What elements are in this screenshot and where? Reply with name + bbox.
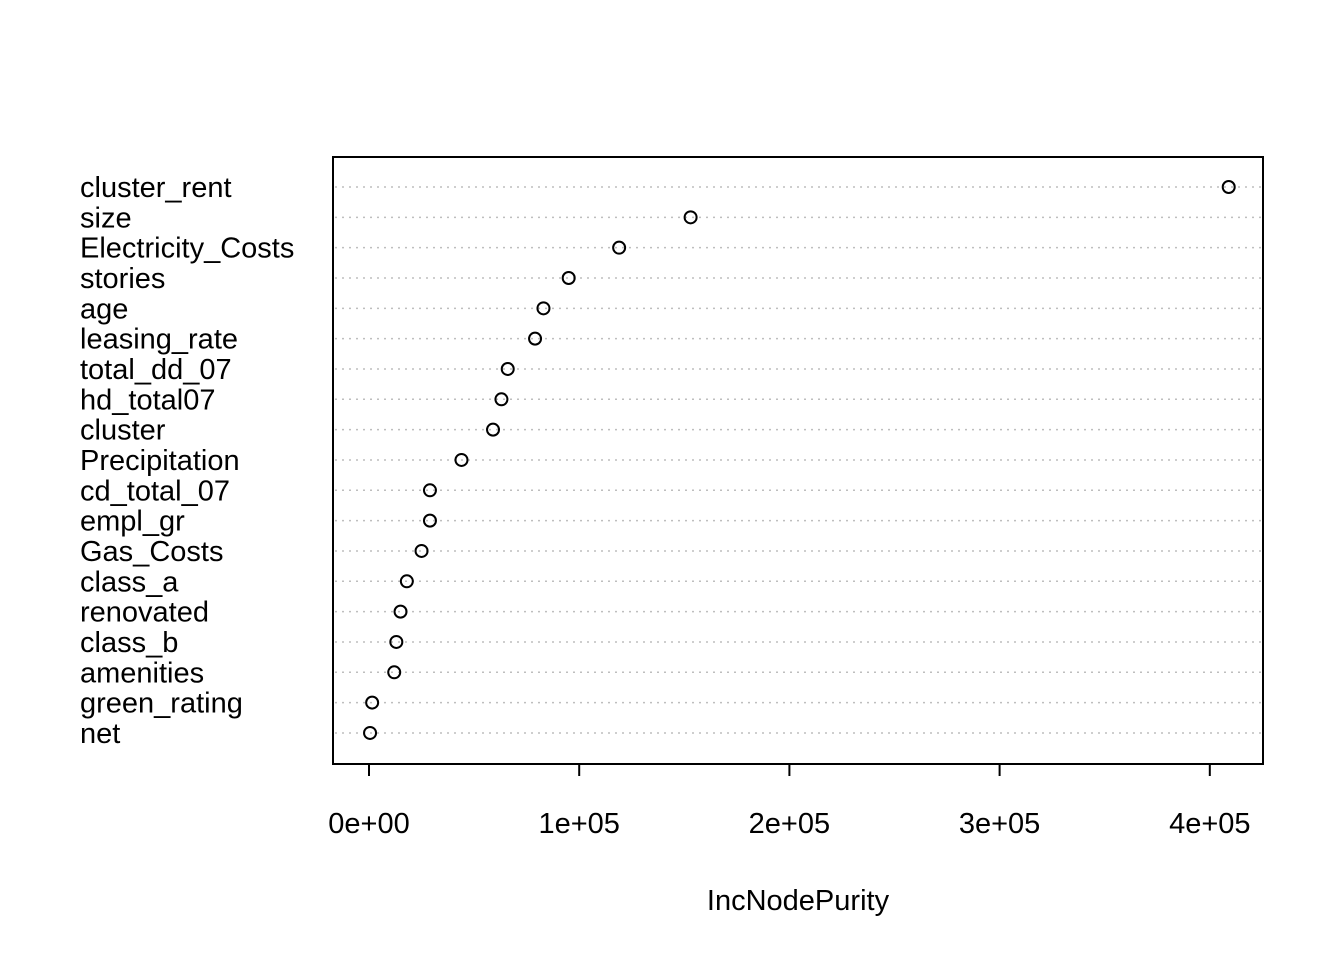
data-point [1221,180,1236,194]
data-point [528,331,543,346]
data-point [422,483,437,498]
category-label: stories [80,263,165,295]
category-labels: cluster_rentsizeElectricity_Costsstories… [80,172,294,750]
x-axis-title: IncNodePurity [707,885,890,917]
data-point [365,695,380,710]
category-label: class_b [80,627,178,659]
category-label: total_dd_07 [80,354,232,386]
category-label: amenities [80,657,204,689]
category-label: class_a [80,566,179,598]
data-point [561,270,576,285]
category-label: cluster_rent [80,172,232,204]
category-label: Precipitation [80,445,240,477]
data-points [363,180,1236,740]
data-point [393,604,408,619]
data-point [500,361,515,376]
data-point [454,452,469,467]
x-tick-label: 4e+05 [1169,808,1250,840]
x-tick-label: 0e+00 [328,808,409,840]
grid-lines [335,186,1261,734]
x-tick-label: 2e+05 [749,808,830,840]
category-label: cluster [80,415,166,447]
category-label: size [80,202,132,234]
data-point [422,513,437,528]
category-label: cd_total_07 [80,475,230,507]
category-label: hd_total07 [80,384,215,416]
category-label: Electricity_Costs [80,233,294,265]
data-point [387,665,402,680]
category-label: Gas_Costs [80,536,223,568]
x-tick-label: 1e+05 [538,808,619,840]
data-point [494,392,509,407]
x-axis: 0e+00 1e+05 2e+05 3e+05 4e+05 [328,763,1251,840]
category-label: net [80,718,120,750]
data-point [486,422,501,437]
data-point [399,574,414,589]
category-label: green_rating [80,688,243,720]
x-tick-label: 3e+05 [959,808,1040,840]
category-label: leasing_rate [80,324,238,356]
category-label: age [80,293,128,325]
data-point [612,240,627,255]
category-label: renovated [80,597,209,629]
data-point [363,725,378,740]
data-point [536,301,551,316]
data-point [683,210,698,225]
data-point [389,634,404,649]
category-label: empl_gr [80,506,185,538]
data-point [414,543,429,558]
